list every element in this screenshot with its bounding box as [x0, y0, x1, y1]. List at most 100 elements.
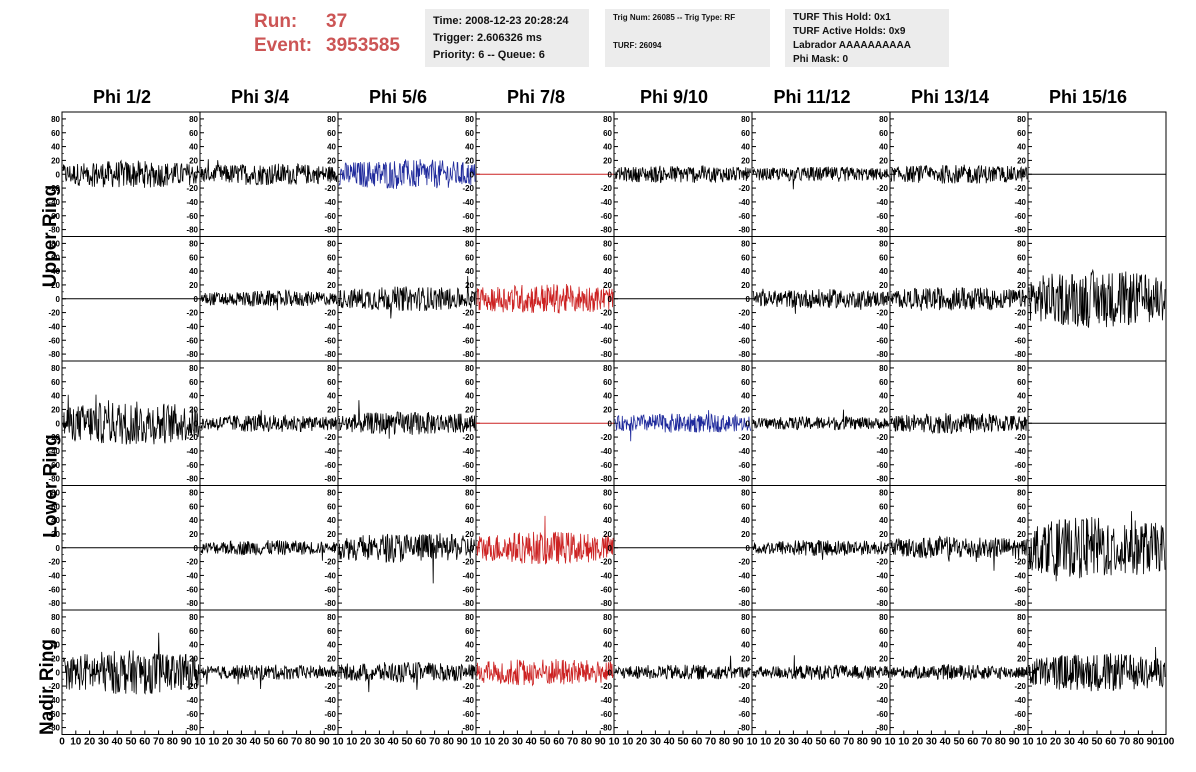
y-tick-label: 20 — [879, 530, 888, 539]
y-tick-label: 40 — [879, 143, 888, 152]
y-tick-label: 40 — [465, 516, 474, 525]
y-tick-label: 80 — [327, 115, 336, 124]
y-tick-label: -80 — [324, 226, 336, 235]
y-tick-label: 60 — [327, 253, 336, 262]
y-tick-label: 80 — [879, 239, 888, 248]
y-tick-label: 60 — [741, 378, 750, 387]
x-tick-label: 10 — [608, 737, 620, 748]
y-tick-label: 40 — [189, 516, 198, 525]
y-tick-label: -20 — [600, 682, 612, 691]
run-value: 37 — [326, 11, 348, 32]
y-tick-label: 20 — [603, 654, 612, 663]
x-tick-label: 10 — [898, 737, 910, 748]
waveform-trace — [890, 287, 1028, 311]
y-tick-label: 0 — [1022, 544, 1027, 553]
y-tick-label: 20 — [327, 281, 336, 290]
y-tick-label: -80 — [738, 724, 750, 733]
y-tick-label: 40 — [603, 267, 612, 276]
y-tick-label: 60 — [327, 378, 336, 387]
waveform-trace — [338, 400, 476, 439]
y-tick-label: 0 — [1022, 170, 1027, 179]
y-tick-label: 60 — [879, 129, 888, 138]
y-tick-label: 60 — [189, 502, 198, 511]
y-tick-label: 0 — [194, 419, 199, 428]
y-tick-label: 0 — [56, 544, 61, 553]
y-tick-label: 40 — [189, 267, 198, 276]
y-tick-label: -60 — [324, 710, 336, 719]
y-tick-label: 0 — [194, 295, 199, 304]
y-tick-label: 20 — [51, 530, 60, 539]
y-tick-label: 20 — [465, 156, 474, 165]
y-tick-label: 40 — [879, 516, 888, 525]
y-tick-label: 60 — [1017, 378, 1026, 387]
y-tick-label: -40 — [600, 696, 612, 705]
y-tick-label: -80 — [600, 724, 612, 733]
y-tick-label: 60 — [327, 627, 336, 636]
x-tick-label: 30 — [650, 737, 662, 748]
y-tick-label: 80 — [327, 239, 336, 248]
x-tick-label: 100 — [1158, 737, 1175, 748]
y-tick-label: -60 — [48, 336, 60, 345]
y-tick-label: -80 — [600, 350, 612, 359]
y-tick-label: 80 — [51, 613, 60, 622]
y-tick-label: -40 — [876, 696, 888, 705]
x-tick-label: 90 — [457, 737, 469, 748]
y-tick-label: 20 — [879, 281, 888, 290]
y-tick-label: -40 — [48, 571, 60, 580]
y-tick-label: -80 — [462, 599, 474, 608]
y-tick-label: 60 — [189, 627, 198, 636]
x-tick-label: 30 — [788, 737, 800, 748]
y-tick-label: 0 — [194, 544, 199, 553]
y-tick-label: -60 — [186, 585, 198, 594]
y-tick-label: -20 — [600, 433, 612, 442]
x-tick-label: 70 — [429, 737, 441, 748]
x-tick-label: 10 — [208, 737, 220, 748]
y-tick-label: -60 — [462, 336, 474, 345]
waveform-trace — [1028, 268, 1166, 329]
y-tick-label: 80 — [879, 115, 888, 124]
y-tick-label: 40 — [51, 267, 60, 276]
y-tick-label: -20 — [738, 433, 750, 442]
y-tick-label: 40 — [327, 641, 336, 650]
y-tick-label: 60 — [51, 502, 60, 511]
y-tick-label: 20 — [189, 281, 198, 290]
y-tick-label: 80 — [189, 613, 198, 622]
y-tick-label: -80 — [186, 475, 198, 484]
time-info-box: Time: 2008-12-23 20:28:24 Trigger: 2.606… — [425, 9, 589, 67]
y-tick-label: 60 — [1017, 627, 1026, 636]
x-tick-label: 60 — [967, 737, 979, 748]
y-tick-label: 80 — [603, 115, 612, 124]
y-tick-label: -80 — [462, 475, 474, 484]
x-tick-label: 20 — [912, 737, 924, 748]
y-tick-label: -20 — [876, 433, 888, 442]
y-tick-label: 0 — [884, 295, 889, 304]
x-tick-label: 10 — [622, 737, 634, 748]
y-tick-label: 20 — [1017, 405, 1026, 414]
x-tick-label: 50 — [953, 737, 965, 748]
y-tick-label: -60 — [186, 212, 198, 221]
y-tick-label: -80 — [186, 350, 198, 359]
y-tick-label: -40 — [324, 447, 336, 456]
x-tick-label: 70 — [153, 737, 165, 748]
y-tick-label: 40 — [603, 143, 612, 152]
y-tick-label: -60 — [48, 212, 60, 221]
y-tick-label: 40 — [1017, 267, 1026, 276]
y-tick-label: 80 — [1017, 115, 1026, 124]
y-tick-label: -60 — [462, 710, 474, 719]
x-tick-label: 90 — [319, 737, 331, 748]
x-tick-label: 20 — [498, 737, 510, 748]
time-text: Time: 2008-12-23 20:28:24 — [433, 15, 569, 27]
waveform-trace — [752, 166, 890, 190]
x-tick-label: 30 — [512, 737, 524, 748]
y-tick-label: 80 — [603, 239, 612, 248]
y-tick-label: -40 — [1014, 322, 1026, 331]
x-tick-label: 10 — [332, 737, 344, 748]
priority-text: Priority: 6 -- Queue: 6 — [433, 49, 545, 61]
y-tick-label: -20 — [876, 184, 888, 193]
y-tick-label: -80 — [186, 599, 198, 608]
y-tick-label: 0 — [56, 295, 61, 304]
y-tick-label: -20 — [876, 558, 888, 567]
y-tick-label: -80 — [462, 226, 474, 235]
y-tick-label: -40 — [48, 198, 60, 207]
waveform-trace — [62, 394, 200, 445]
